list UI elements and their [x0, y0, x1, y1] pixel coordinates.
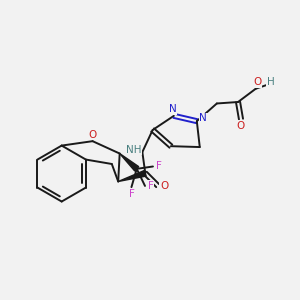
Polygon shape	[118, 170, 146, 182]
Text: O: O	[253, 77, 261, 87]
Text: H: H	[267, 77, 274, 87]
Text: O: O	[237, 121, 245, 130]
Text: F: F	[128, 190, 134, 200]
Text: N: N	[200, 113, 207, 123]
Polygon shape	[120, 154, 139, 171]
Text: N: N	[169, 104, 176, 114]
Text: O: O	[88, 130, 97, 140]
Text: F: F	[148, 181, 154, 191]
Text: NH: NH	[126, 145, 142, 155]
Text: F: F	[156, 161, 162, 172]
Text: O: O	[160, 181, 168, 190]
